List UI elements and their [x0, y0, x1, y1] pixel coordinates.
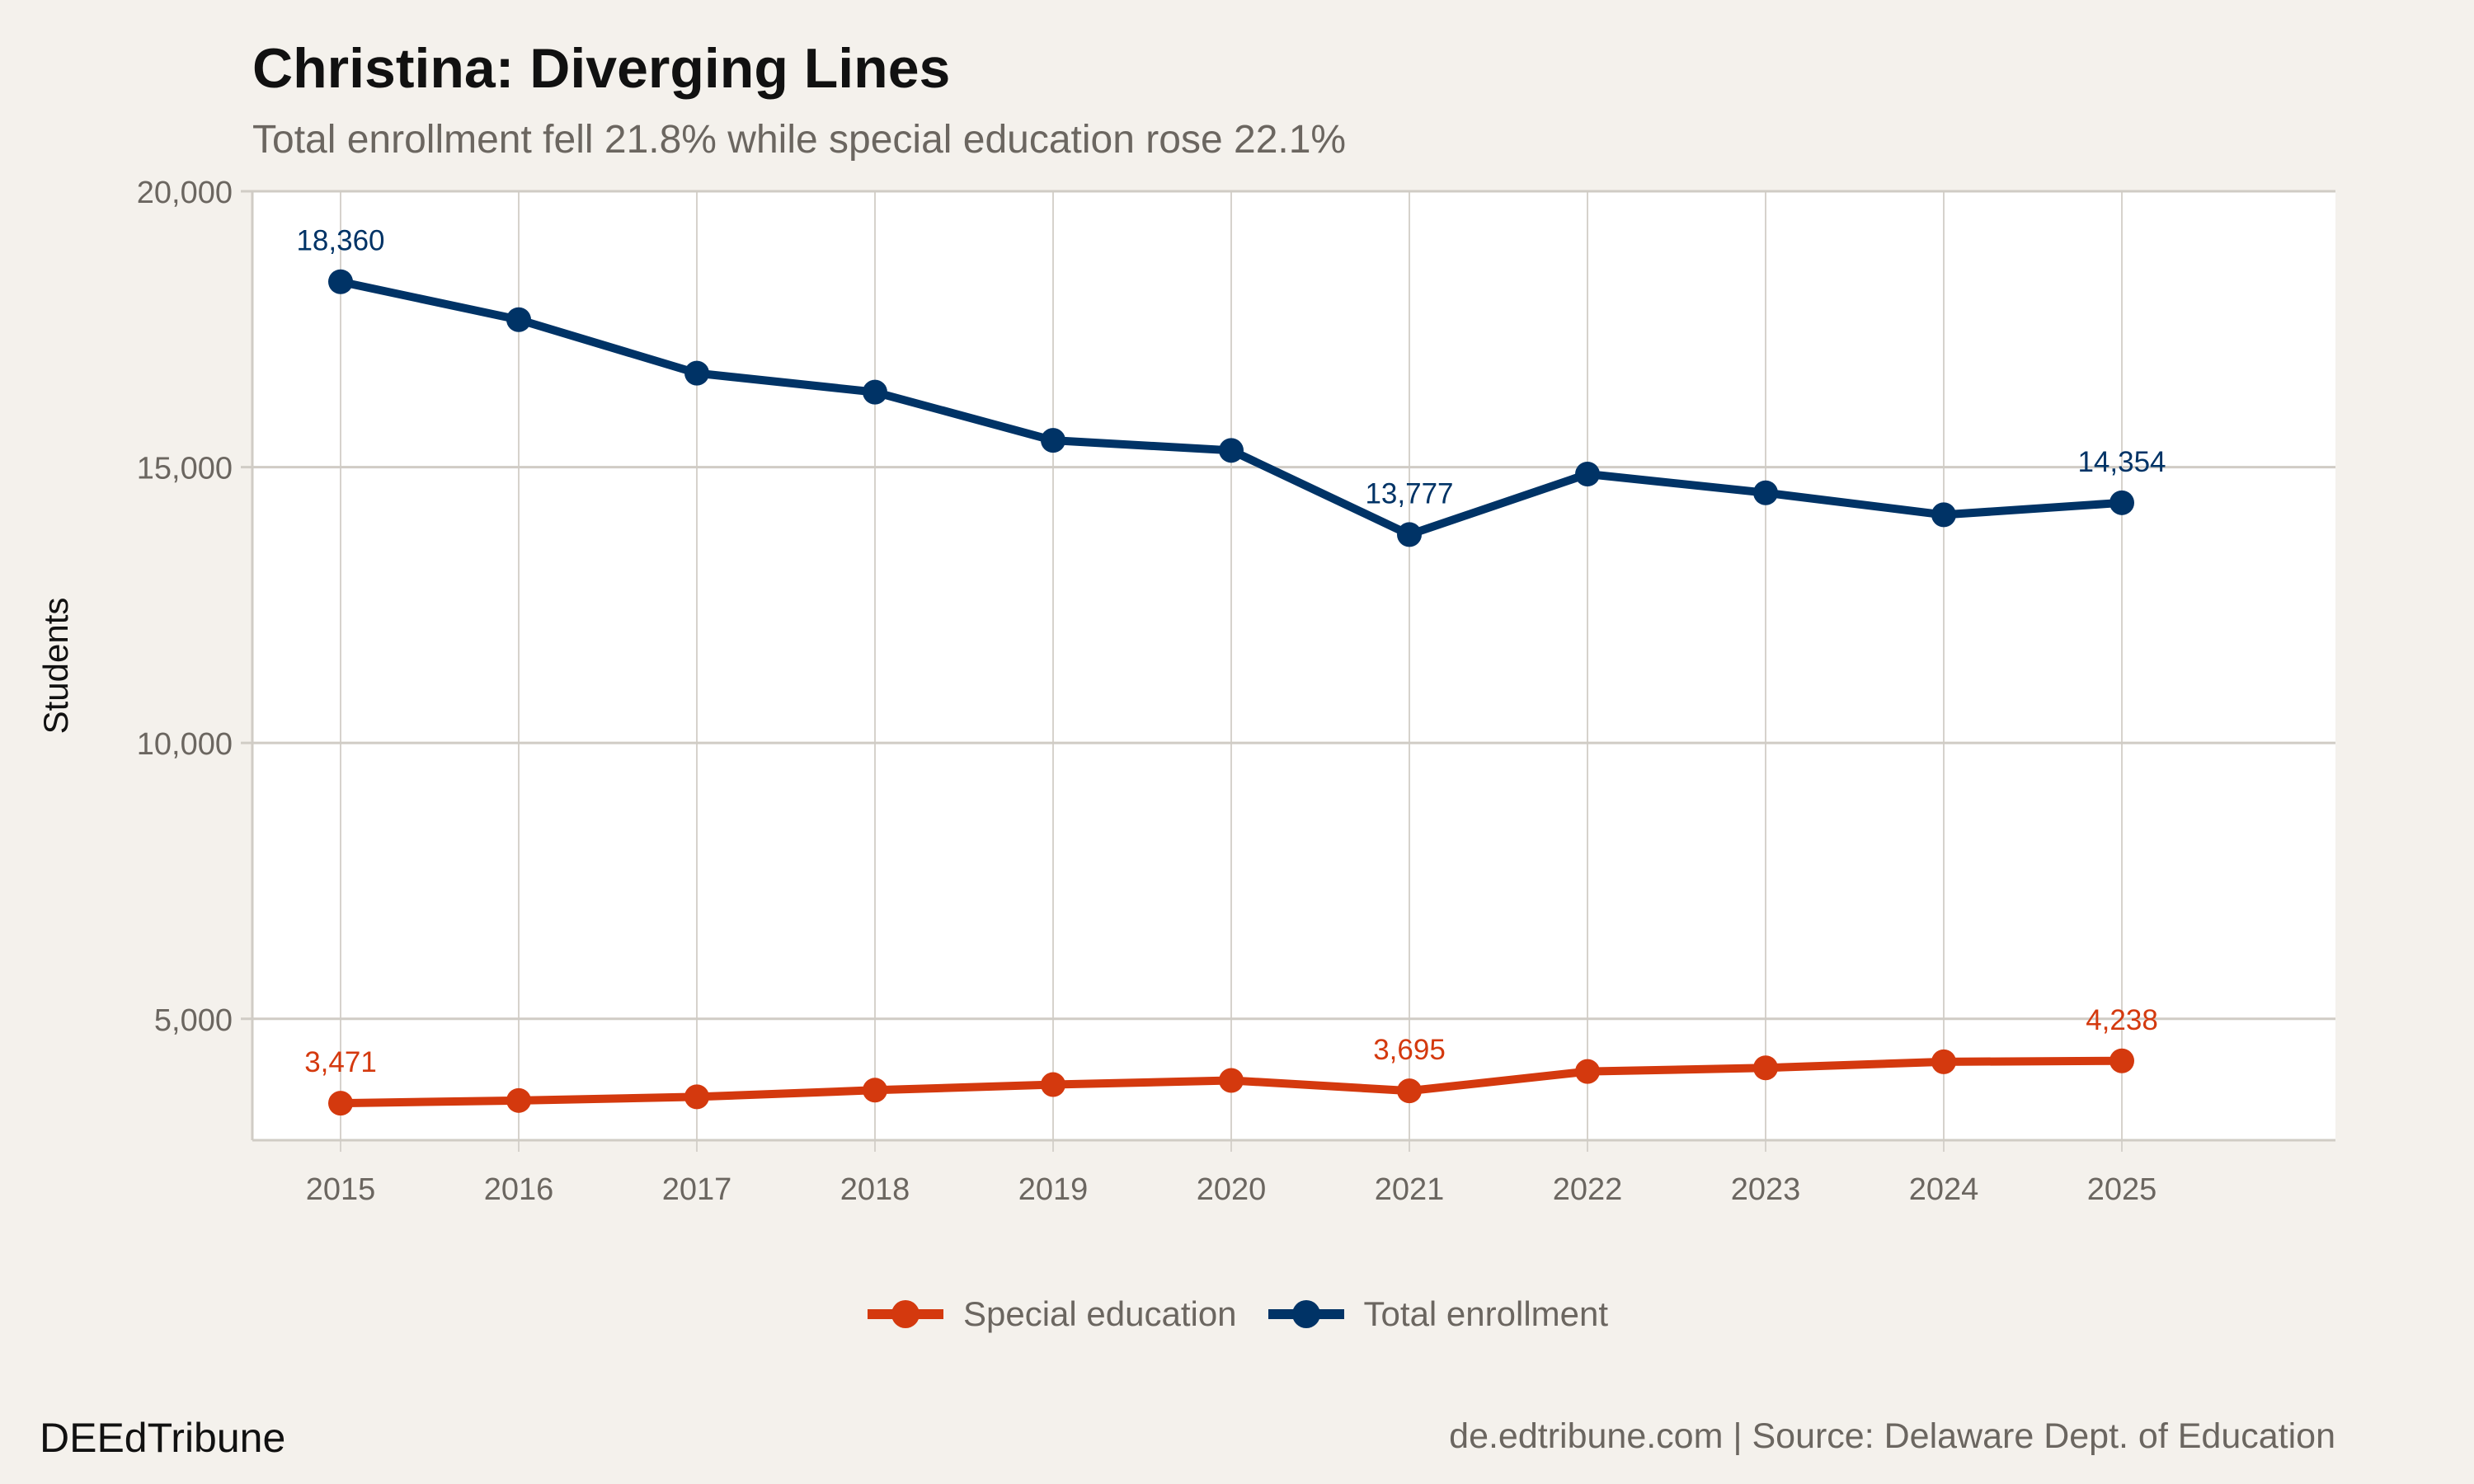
legend-swatch-special-education	[867, 1300, 943, 1328]
y-tick-label: 20,000	[137, 176, 233, 210]
x-tick-label: 2023	[1731, 1172, 1801, 1207]
data-point-total-enrollment	[506, 307, 531, 332]
source-note: de.edtribune.com | Source: Delaware Dept…	[1449, 1416, 2335, 1456]
x-tick-label: 2021	[1375, 1172, 1445, 1207]
data-point-total-enrollment	[684, 360, 709, 386]
y-tick-label: 15,000	[137, 452, 233, 486]
x-tick-label: 2020	[1197, 1172, 1267, 1207]
data-point-total-enrollment	[1931, 502, 1956, 528]
x-tick-label: 2016	[484, 1172, 554, 1207]
legend-label: Special education	[962, 1294, 1237, 1333]
data-point-total-enrollment	[2109, 490, 2134, 515]
data-point-special-education	[1753, 1055, 1778, 1081]
data-label-total-enrollment: 14,354	[2077, 446, 2166, 478]
x-tick-label: 2019	[1018, 1172, 1089, 1207]
data-point-total-enrollment	[328, 269, 353, 294]
chart-title: Christina: Diverging Lines	[252, 37, 951, 100]
y-tick-label: 10,000	[137, 727, 233, 762]
data-point-total-enrollment	[863, 379, 887, 405]
data-label-special-education: 3,695	[1373, 1034, 1446, 1066]
x-tick-label: 2022	[1553, 1172, 1623, 1207]
x-tick-label: 2015	[306, 1172, 376, 1207]
data-label-special-education: 4,238	[2086, 1004, 2158, 1036]
x-tick-label: 2024	[1909, 1172, 1979, 1207]
data-point-special-education	[2109, 1048, 2134, 1073]
plot-panel	[252, 191, 2335, 1140]
y-axis-title: Students	[36, 598, 75, 735]
data-label-total-enrollment: 18,360	[296, 225, 384, 257]
data-point-special-education	[1397, 1078, 1422, 1104]
data-point-special-education	[684, 1084, 709, 1110]
data-point-total-enrollment	[1219, 438, 1244, 463]
data-label-total-enrollment: 13,777	[1365, 477, 1453, 510]
data-point-total-enrollment	[1575, 462, 1600, 487]
x-tick-label: 2018	[840, 1172, 910, 1207]
chart-subtitle: Total enrollment fell 21.8% while specia…	[252, 118, 1347, 162]
legend-item-special-education: Special education	[866, 1294, 1237, 1334]
legend-label: Total enrollment	[1363, 1294, 1609, 1333]
data-label-special-education: 3,471	[304, 1046, 377, 1078]
data-point-special-education	[1931, 1049, 1956, 1074]
data-point-special-education	[1219, 1068, 1244, 1093]
data-point-special-education	[1575, 1059, 1600, 1084]
data-point-special-education	[506, 1087, 531, 1113]
y-tick-label: 5,000	[154, 1003, 233, 1038]
legend: Special education Total enrollment	[0, 1294, 2474, 1334]
data-point-special-education	[1041, 1072, 1065, 1097]
data-point-total-enrollment	[1041, 428, 1065, 453]
legend-item-total-enrollment: Total enrollment	[1267, 1294, 1608, 1334]
data-point-special-education	[863, 1078, 887, 1103]
x-tick-label: 2017	[662, 1172, 732, 1207]
legend-swatch-total-enrollment	[1268, 1300, 1344, 1328]
x-tick-label: 2025	[2087, 1172, 2157, 1207]
brand-logo-text: DEEdTribune	[40, 1415, 286, 1461]
data-point-total-enrollment	[1753, 480, 1778, 505]
data-point-special-education	[328, 1091, 353, 1116]
data-point-total-enrollment	[1397, 522, 1422, 547]
